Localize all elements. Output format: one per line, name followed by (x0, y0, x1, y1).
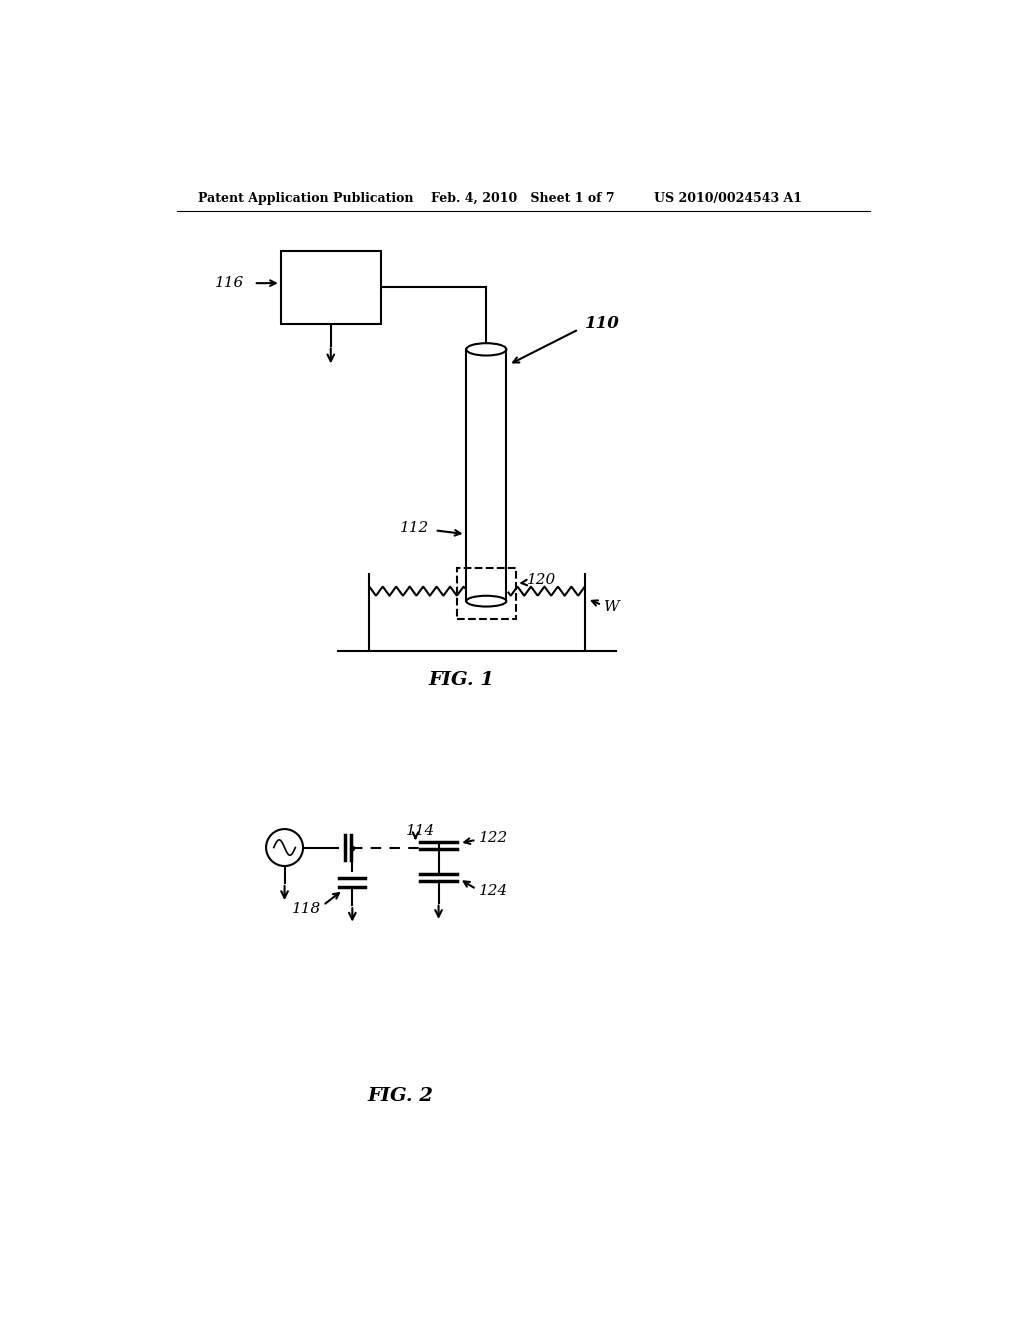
Text: FIG. 2: FIG. 2 (367, 1088, 433, 1105)
Ellipse shape (466, 595, 506, 607)
Text: Feb. 4, 2010   Sheet 1 of 7: Feb. 4, 2010 Sheet 1 of 7 (431, 191, 614, 205)
Text: FIG. 1: FIG. 1 (429, 672, 495, 689)
Bar (281, 251, 381, 323)
Text: W: W (604, 599, 620, 614)
Text: US 2010/0024543 A1: US 2010/0024543 A1 (654, 191, 802, 205)
Text: 116: 116 (215, 276, 245, 290)
Text: 122: 122 (478, 832, 508, 845)
Text: Patent Application Publication: Patent Application Publication (199, 191, 414, 205)
Circle shape (266, 829, 303, 866)
Text: 110: 110 (585, 315, 620, 333)
Text: 114: 114 (407, 824, 435, 838)
Text: 124: 124 (478, 884, 508, 899)
Ellipse shape (466, 343, 506, 355)
Text: 120: 120 (527, 573, 556, 587)
Bar (457, 568, 515, 619)
Text: 112: 112 (400, 521, 429, 535)
Text: 118: 118 (292, 902, 322, 916)
